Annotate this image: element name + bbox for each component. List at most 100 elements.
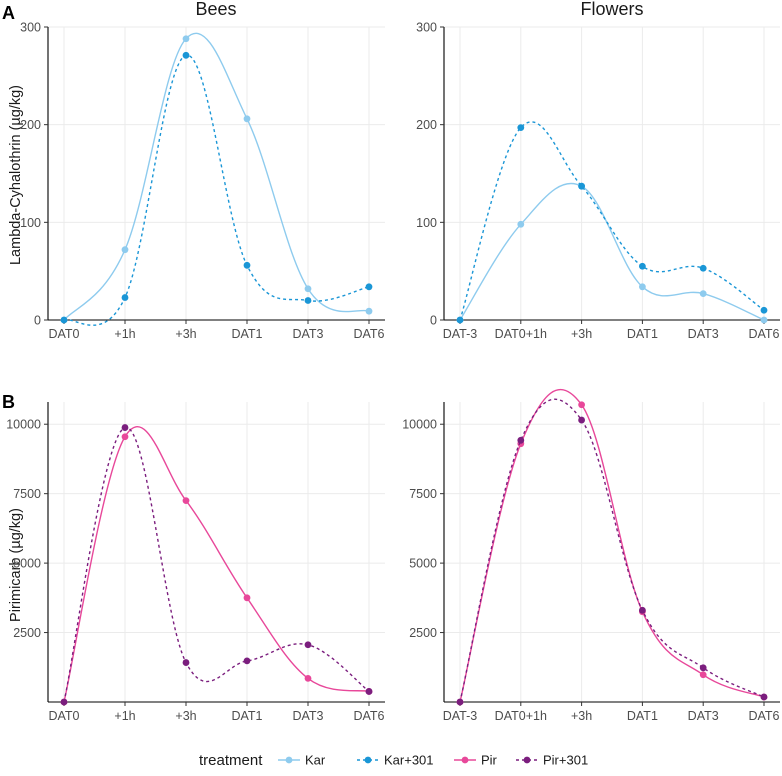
series-line-kar [459,182,765,321]
x-tick-label: DAT6 [748,709,779,723]
panel-tag-a: A [2,3,15,23]
legend-label: Kar+301 [384,753,434,768]
chart-panel-b-flowers: 2500 5000 7500 10000 DAT-3 DAT0+1h +3h DAT1 DAT3… [402,388,780,723]
y-tick-label: 100 [20,216,41,230]
series-line-pirplus301 [459,398,765,703]
y-tick-label: 200 [416,118,437,132]
x-tick-label: DAT1 [627,709,658,723]
data-point-kar [760,316,768,324]
data-point-pir [121,433,129,441]
data-point-pirplus301 [304,641,312,649]
x-tick-label: +3h [175,709,196,723]
data-point-pirplus301 [121,424,129,431]
x-tick-label: +1h [114,327,135,341]
y-tick-label: 100 [416,216,437,230]
series-line-pir [63,426,370,703]
data-point-karplus301 [517,124,525,131]
x-tick-label: DAT-3 [443,709,478,723]
x-tick-label: +3h [571,327,592,341]
data-point-kar [517,220,525,228]
data-point-karplus301 [365,283,373,291]
x-tick-label: DAT3 [688,709,719,723]
data-point-karplus301 [182,51,190,59]
x-tick-label: DAT-3 [443,327,478,341]
data-point-pirplus301 [60,698,68,706]
data-point-pirplus301 [365,688,373,695]
data-point-pirplus301 [456,698,464,706]
chart-panel-a-flowers: 0 100 200 300 DAT-3 DAT0+1h +3h DAT1 DAT3 DAT6 [416,21,780,341]
series-line-karplus301 [459,121,765,321]
data-point-pir [699,671,707,679]
data-point-karplus301 [304,297,312,304]
series-line-pir [459,388,765,703]
data-point-pir [243,594,251,602]
legend-item-pir: Pir [454,753,498,768]
x-tick-label: DAT0 [48,327,79,341]
data-point-pir [182,497,190,505]
data-point-karplus301 [760,306,768,314]
data-point-kar [699,290,707,298]
y-tick-label: 7500 [13,487,41,501]
data-point-karplus301 [456,316,464,324]
data-point-karplus301 [639,262,646,270]
chart-panel-b-bees: 2500 5000 7500 10000 DAT0 +1h +3h DAT1 DAT3 DAT6 [6,402,385,723]
data-point-kar [365,307,373,315]
data-point-pirplus301 [639,606,646,614]
y-tick-label: 2500 [409,626,437,640]
x-tick-label: DAT0+1h [495,327,547,341]
data-point-kar [182,35,190,43]
data-point-karplus301 [60,316,68,324]
data-point-kar [243,115,251,123]
data-point-karplus301 [699,264,707,272]
panel-tag-b: B [2,392,15,412]
legend-swatch-point [461,756,469,764]
y-tick-label: 5000 [13,557,41,571]
data-point-pir [304,674,312,682]
data-point-pirplus301 [760,693,768,701]
data-point-pirplus301 [578,416,585,424]
legend-label: Pir+301 [543,753,588,768]
series-line-karplus301 [63,54,370,326]
y-tick-label: 300 [416,21,437,35]
x-tick-label: DAT6 [353,709,384,723]
y-axis-title-lambda: Lambda-Cyhalothrin (µg/kg) [8,85,24,265]
data-point-kar [304,285,312,293]
legend-swatch-point [523,756,531,764]
legend: treatment Kar Kar+301 Pir Pir+301 [199,752,588,769]
x-tick-label: +1h [114,709,135,723]
data-point-kar [639,283,646,291]
x-tick-label: DAT1 [627,327,658,341]
y-tick-label: 2500 [13,626,41,640]
series-line-kar [63,32,370,321]
legend-label: Pir [481,753,498,768]
series-line-pirplus301 [63,426,370,703]
y-tick-label: 5000 [409,557,437,571]
y-tick-label: 10000 [6,418,41,432]
data-point-kar [121,246,129,254]
x-tick-label: DAT3 [292,709,323,723]
chart-panel-a-bees: 0 100 200 300 DAT0 +1h +3h DAT1 DAT3 DAT6 [20,21,385,341]
legend-title: treatment [199,752,263,769]
y-tick-label: 0 [34,314,41,328]
x-tick-label: DAT6 [353,327,384,341]
legend-item-kar: Kar [278,753,326,768]
x-tick-label: +3h [175,327,196,341]
data-point-pirplus301 [517,436,525,444]
y-tick-label: 200 [20,118,41,132]
legend-item-karplus301: Kar+301 [357,753,434,768]
x-tick-label: DAT0+1h [495,709,547,723]
y-axis-title-pirimicarb: Pirimicarb (µg/kg) [8,508,24,622]
data-point-karplus301 [578,182,585,190]
legend-swatch-point [364,756,372,764]
legend-swatch-point [285,756,293,764]
x-tick-label: DAT0 [48,709,79,723]
data-point-pirplus301 [182,659,190,666]
panel-title-flowers: Flowers [580,0,643,19]
panel-title-bees: Bees [195,0,236,19]
legend-item-pirplus301: Pir+301 [516,753,588,768]
legend-label: Kar [305,753,326,768]
y-tick-label: 0 [430,314,437,328]
data-point-pir [578,401,585,409]
x-tick-label: DAT3 [292,327,323,341]
